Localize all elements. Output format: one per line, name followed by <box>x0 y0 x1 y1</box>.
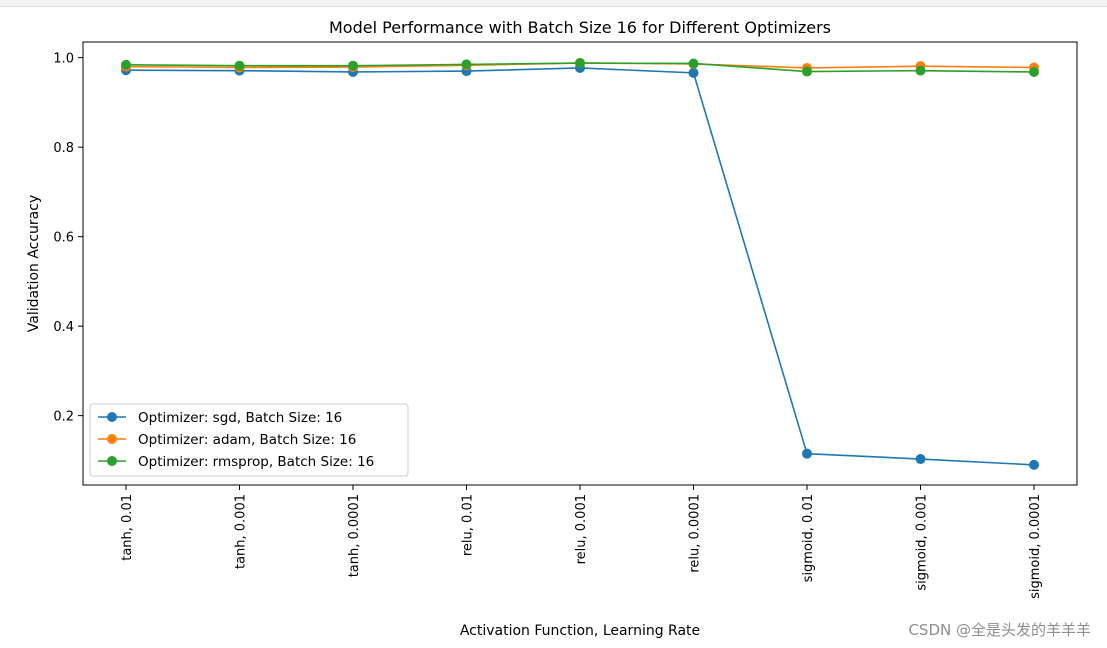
legend: Optimizer: sgd, Batch Size: 16 Optimizer:… <box>89 403 409 477</box>
y-tick-label: 1.0 <box>53 52 74 67</box>
x-tick-label: tanh, 0.001 <box>234 494 249 569</box>
watermark: CSDN @全是头发的羊羊羊 <box>908 621 1091 639</box>
legend-box <box>89 403 409 477</box>
y-tick-label: 0.8 <box>53 141 74 156</box>
data-point <box>461 59 472 70</box>
plot-frame <box>82 41 1078 486</box>
x-tick-label: tanh, 0.0001 <box>347 494 362 577</box>
legend-swatch-marker <box>107 434 117 444</box>
legend-swatch-marker <box>107 456 117 466</box>
x-tick-label: relu, 0.0001 <box>688 494 703 573</box>
legend-entry-label: Optimizer: sgd, Batch Size: 16 <box>138 410 342 426</box>
x-axis-label: Activation Function, Learning Rate <box>460 623 700 639</box>
data-point <box>1029 66 1039 77</box>
data-point <box>802 448 812 459</box>
x-tick-label: tanh, 0.01 <box>120 494 135 561</box>
x-tick-label: relu, 0.001 <box>574 494 589 564</box>
x-axis-ticks: tanh, 0.01 tanh, 0.001 tanh, 0.0001 relu, 0… <box>120 485 1043 599</box>
data-point <box>348 60 358 71</box>
series-layer <box>121 58 1039 470</box>
x-tick-label: relu, 0.01 <box>461 494 476 556</box>
x-tick-label: sigmoid, 0.01 <box>801 494 816 582</box>
data-point <box>1029 459 1039 470</box>
legend-entry-label: Optimizer: adam, Batch Size: 16 <box>138 432 356 448</box>
data-point <box>688 67 699 78</box>
data-point <box>121 59 131 70</box>
data-point <box>688 58 699 69</box>
x-tick-label: sigmoid, 0.001 <box>915 494 930 591</box>
y-tick-label: 0.4 <box>53 320 74 335</box>
legend-swatch-marker <box>107 412 117 422</box>
x-tick-label: sigmoid, 0.0001 <box>1028 494 1043 599</box>
data-point <box>802 66 812 77</box>
chart-title: Model Performance with Batch Size 16 for… <box>329 18 831 37</box>
y-axis-ticks: 0.2 0.4 0.6 0.8 1.0 <box>53 52 83 425</box>
data-point <box>575 58 585 69</box>
data-point <box>234 60 245 71</box>
data-point <box>915 65 926 76</box>
y-tick-label: 0.2 <box>53 410 74 425</box>
legend-entry-label: Optimizer: rmsprop, Batch Size: 16 <box>138 454 374 470</box>
y-tick-label: 0.6 <box>53 231 74 246</box>
data-point <box>915 454 926 465</box>
y-axis-label: Validation Accuracy <box>26 195 42 333</box>
notebook-cell-top-border <box>0 0 1107 7</box>
